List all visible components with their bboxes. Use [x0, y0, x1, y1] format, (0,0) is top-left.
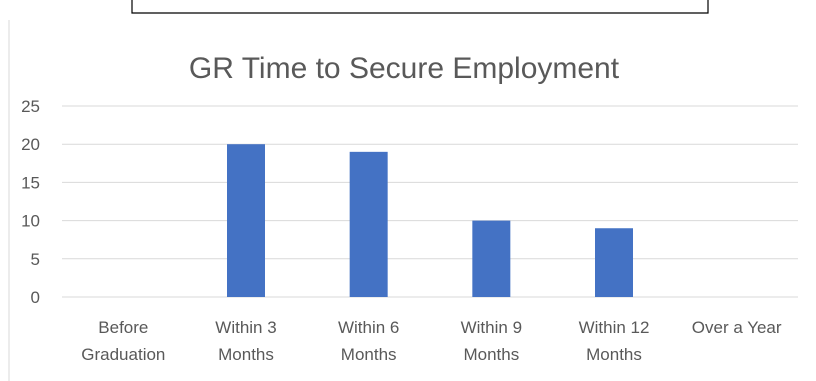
gridlines [62, 105, 798, 298]
x-category-label: Within 6 Months [338, 318, 399, 364]
bar [349, 151, 388, 297]
x-category-label: Before Graduation [81, 318, 165, 364]
x-category-line: Months [586, 345, 642, 364]
y-tick-label: 25 [21, 97, 40, 116]
x-category-line: Months [341, 345, 397, 364]
x-category-label: Within 9 Months [461, 318, 522, 364]
x-category-line: Months [218, 345, 274, 364]
x-category-line: Graduation [81, 345, 165, 364]
y-tick-label: 5 [31, 250, 40, 269]
top-box-frame [131, 0, 709, 14]
chart-title: GR Time to Secure Employment [189, 52, 620, 85]
x-category-labels: Before Graduation Within 3 Months Within 6 Mo… [81, 318, 782, 364]
y-tick-label: 15 [21, 173, 40, 192]
y-tick-labels: 0 5 10 15 20 25 [21, 97, 40, 307]
y-tick-label: 20 [21, 135, 40, 154]
x-category-line: Within 12 [579, 318, 650, 337]
x-category-line: Within 3 [215, 318, 276, 337]
bar [227, 144, 265, 297]
y-tick-label: 10 [21, 212, 40, 231]
x-category-line: Within 9 [461, 318, 522, 337]
bar [595, 228, 633, 297]
x-category-label: Within 12 Months [579, 318, 650, 364]
x-category-label: Within 3 Months [215, 318, 276, 364]
bars [227, 144, 633, 297]
y-tick-label: 0 [31, 288, 40, 307]
bar [472, 220, 511, 297]
x-category-line: Before [98, 318, 148, 337]
x-category-line: Months [463, 345, 519, 364]
x-category-line: Over a Year [692, 318, 782, 337]
x-category-label: Over a Year [692, 318, 782, 337]
x-category-line: Within 6 [338, 318, 399, 337]
